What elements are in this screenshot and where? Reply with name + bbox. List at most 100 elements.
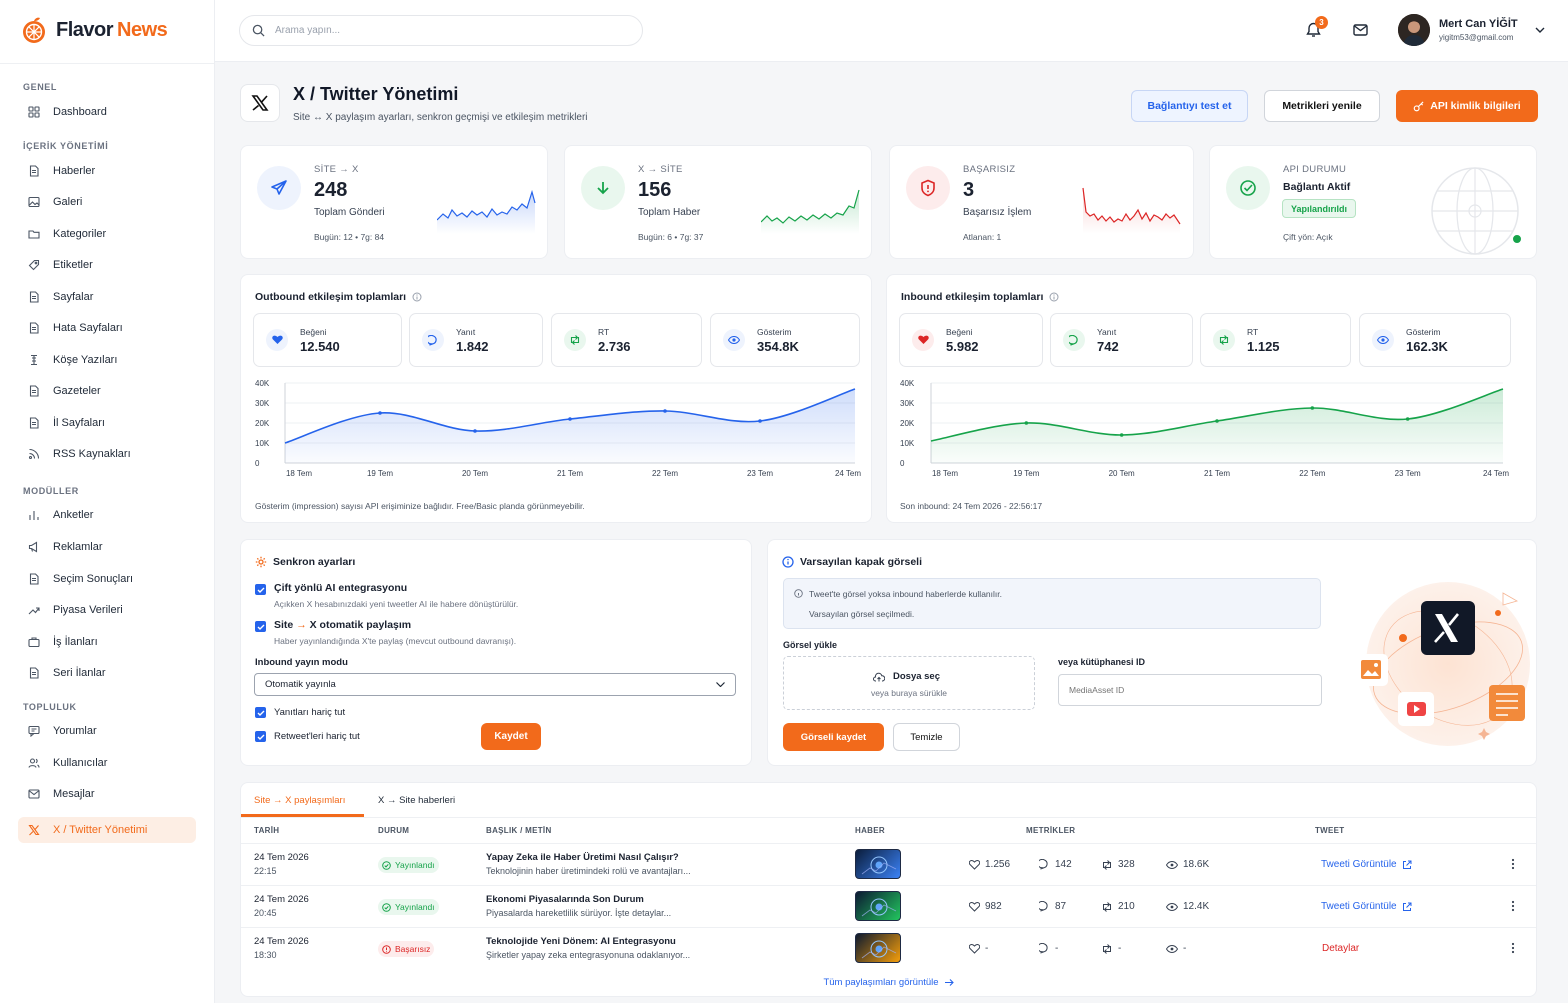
sidebar-item-etiketler[interactable]: Etiketler	[18, 252, 196, 278]
info-icon[interactable]	[412, 292, 422, 302]
option-ai[interactable]: Çift yönlü AI entegrasyonu Açıkken X hesa…	[255, 582, 518, 609]
cover-save-button[interactable]: Görseli kaydet	[783, 723, 884, 751]
sidebar-item-rss-kaynakları[interactable]: RSS Kaynakları	[18, 441, 196, 467]
stat-card-failed: BAŞARISIZ 3 Başarısız İşlem Atlanan: 1	[889, 145, 1194, 259]
row-title[interactable]: Ekonomi Piyasalarında Son Durum	[486, 894, 644, 905]
rss-icon	[28, 448, 40, 460]
view-tweet-link[interactable]: Tweeti Görüntüle	[1321, 901, 1412, 912]
view-tweet-link[interactable]: Tweeti Görüntüle	[1321, 859, 1412, 870]
sidebar-item-seri-i-lanlar[interactable]: Seri İlanlar	[18, 660, 196, 686]
data-point	[1310, 406, 1315, 410]
sidebar-item-köşe-yazıları[interactable]: Köşe Yazıları	[18, 347, 196, 373]
sidebar-item-sayfalar[interactable]: Sayfalar	[18, 284, 196, 310]
stat-kicker: SİTE → X	[314, 164, 359, 175]
sidebar-item-mesajlar[interactable]: Mesajlar	[18, 781, 196, 807]
news-thumbnail[interactable]	[855, 849, 901, 879]
metric-value: 2.736	[598, 339, 631, 354]
checkbox-autopost[interactable]	[255, 621, 266, 632]
choose-file[interactable]: Dosya seç	[873, 671, 940, 682]
more-vertical-icon[interactable]	[1511, 942, 1515, 954]
outbound-views: Gösterim 354.8K	[710, 313, 860, 367]
table-row[interactable]: 24 Tem 2026 22:15 Yayınlandı Yapay Zeka …	[241, 843, 1536, 885]
inbound-title: Inbound etkileşim toplamları	[901, 291, 1059, 303]
choose-file-label: Dosya seç	[893, 671, 941, 682]
table-row[interactable]: 24 Tem 2026 18:30 Başarısız Teknolojide …	[241, 927, 1536, 969]
checkbox-replies[interactable]	[255, 707, 266, 718]
refresh-metrics-button[interactable]: Metrikleri yenile	[1264, 90, 1380, 122]
sidebar-item-label: Haberler	[53, 165, 96, 177]
sidebar-item-yorumlar[interactable]: Yorumlar	[18, 718, 196, 744]
retweet-icon	[1103, 901, 1111, 912]
exclude-rts[interactable]: Retweet'leri hariç tut	[255, 731, 360, 742]
details-link[interactable]: Detaylar	[1322, 943, 1359, 954]
view-all-link[interactable]: Tüm paylaşımları görüntüle	[241, 977, 1536, 988]
stat-label: Başarısız İşlem	[963, 207, 1032, 218]
exclude-replies[interactable]: Yanıtları hariç tut	[255, 707, 345, 718]
tab-site-to-x[interactable]: Site → X paylaşımları	[254, 795, 346, 806]
checkbox-ai[interactable]	[255, 584, 266, 595]
sidebar-item-hata-sayfaları[interactable]: Hata Sayfaları	[18, 315, 196, 341]
tab-divider	[241, 817, 1536, 818]
x-tick-label: 23 Tem	[747, 469, 773, 478]
brand-logo[interactable]: Flavor News	[20, 16, 168, 44]
mail-icon[interactable]	[1353, 24, 1368, 36]
sidebar-item-gazeteler[interactable]: Gazeteler	[18, 378, 196, 404]
search-box[interactable]	[239, 15, 643, 46]
sidebar-item-anketler[interactable]: Anketler	[18, 502, 196, 528]
search-input[interactable]	[275, 25, 605, 36]
metric-likes: 982	[969, 901, 1002, 912]
y-tick-label: 40K	[255, 379, 270, 388]
sidebar-item-kategoriler[interactable]: Kategoriler	[18, 221, 196, 247]
sidebar-item-galeri[interactable]: Galeri	[18, 189, 196, 215]
sidebar-item-x-twitter-yönetimi[interactable]: X / Twitter Yönetimi	[18, 817, 196, 843]
test-connection-button[interactable]: Bağlantıyı test et	[1131, 90, 1248, 122]
more-vertical-icon[interactable]	[1511, 900, 1515, 912]
retweet-icon	[564, 329, 586, 351]
comment-icon	[28, 725, 40, 737]
row-title[interactable]: Teknolojide Yeni Dönem: AI Entegrasyonu	[486, 936, 676, 947]
sidebar-item-dashboard[interactable]: Dashboard	[18, 99, 196, 125]
row-time: 18:30	[254, 950, 277, 960]
reply-icon	[1039, 943, 1048, 954]
news-thumbnail[interactable]	[855, 891, 901, 921]
arrow-right-icon	[944, 979, 954, 986]
outbound-replies: Yanıt 1.842	[409, 313, 543, 367]
status-badge: Başarısız	[378, 941, 435, 957]
sidebar-item-seçim-sonuçları[interactable]: Seçim Sonuçları	[18, 566, 196, 592]
inbound-views: Gösterim 162.3K	[1359, 313, 1511, 367]
option-autopost[interactable]: Site → X otomatik paylaşım Haber yayınlan…	[255, 619, 516, 646]
mode-select[interactable]: Otomatik yayınla	[254, 673, 736, 696]
cover-clear-button[interactable]: Temizle	[893, 723, 960, 751]
sidebar: Flavor News GENEL İÇERİK YÖNETİMİ MODÜLLE…	[0, 0, 215, 1003]
sidebar-item-haberler[interactable]: Haberler	[18, 158, 196, 184]
drop-hint: veya buraya sürükle	[870, 688, 948, 698]
checkbox-rts[interactable]	[255, 731, 266, 742]
sidebar-item-label: Reklamlar	[53, 541, 103, 553]
stat-card-api: API DURUMU Bağlantı Aktif Yapılandırıldı…	[1209, 145, 1537, 259]
user-menu[interactable]: Mert Can YİĞİT yigitm53@gmail.com	[1398, 14, 1545, 46]
sync-title: Senkron ayarları	[255, 556, 355, 568]
upload-dropzone[interactable]: Dosya seç veya buraya sürükle	[783, 656, 1035, 710]
x-tick-label: 19 Tem	[367, 469, 393, 478]
table-row[interactable]: 24 Tem 2026 20:45 Yayınlandı Ekonomi Piy…	[241, 885, 1536, 927]
metric-replies-value: 87	[1055, 901, 1067, 912]
option-ai-title: Çift yönlü AI entegrasyonu	[274, 582, 408, 594]
info-icon[interactable]	[1049, 292, 1059, 302]
library-id-input[interactable]	[1058, 674, 1322, 706]
inbound-rts: RT 1.125	[1200, 313, 1351, 367]
sidebar-item-i-ş-i-lanları[interactable]: İş İlanları	[18, 629, 196, 655]
sync-save-button[interactable]: Kaydet	[481, 723, 541, 750]
sidebar-item-i-l-sayfaları[interactable]: İl Sayfaları	[18, 410, 196, 436]
row-desc: Piyasalarda hareketlilik sürüyor. İşte d…	[486, 908, 672, 918]
news-thumbnail[interactable]	[855, 933, 901, 963]
api-credentials-button[interactable]: API kimlik bilgileri	[1396, 90, 1538, 122]
cover-title-text: Varsayılan kapak görseli	[800, 556, 922, 568]
sidebar-item-reklamlar[interactable]: Reklamlar	[18, 534, 196, 560]
sidebar-item-kullanıcılar[interactable]: Kullanıcılar	[18, 750, 196, 776]
sidebar-item-piyasa-verileri[interactable]: Piyasa Verileri	[18, 597, 196, 623]
tab-x-to-site[interactable]: X → Site haberleri	[378, 795, 456, 806]
row-title[interactable]: Yapay Zeka ile Haber Üretimi Nasıl Çalış…	[486, 852, 679, 863]
metric-rts-value: 328	[1118, 859, 1135, 870]
eye-icon	[1166, 902, 1178, 911]
more-vertical-icon[interactable]	[1511, 858, 1515, 870]
